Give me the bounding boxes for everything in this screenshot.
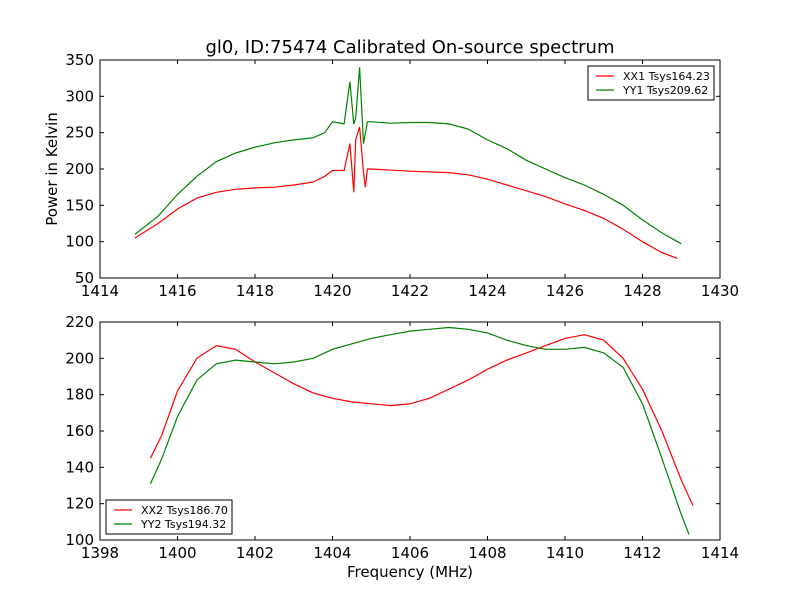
x-tick-label: 1414	[81, 282, 119, 300]
x-axis-label: Frequency (MHz)	[347, 563, 473, 581]
y-tick-label: 200	[65, 160, 94, 178]
bottom-plot: 1398 1400 1402 1404 1406 1408 1410 1412 1414 100 1…	[65, 313, 739, 562]
series-line-yy2	[149, 326, 690, 535]
x-tick-label: 1412	[623, 544, 661, 562]
x-tick-label: 1428	[623, 282, 661, 300]
y-tick-label: 200	[65, 349, 94, 367]
x-tick-label: 1426	[546, 282, 584, 300]
legend-label: XX1 Tsys164.23	[623, 70, 710, 83]
legend-box	[587, 65, 715, 101]
y-tick-label: 180	[65, 386, 94, 404]
x-tick-label: 1430	[701, 282, 739, 300]
y-tick-label: 120	[65, 495, 94, 513]
y-tick-label: 140	[65, 458, 94, 476]
x-tick-label: 1414	[701, 544, 739, 562]
y-tick-label: 220	[65, 313, 94, 331]
x-tick-label: 1410	[546, 544, 584, 562]
y-tick-label: 50	[75, 269, 94, 287]
chart-title: gl0, ID:75474 Calibrated On-source spect…	[205, 37, 614, 58]
x-tick-label: 1400	[158, 544, 196, 562]
x-tick-label: 1406	[391, 544, 429, 562]
x-tick-label: 1418	[236, 282, 274, 300]
y-tick-label: 160	[65, 422, 94, 440]
series-line-yy1	[134, 67, 682, 245]
series-line-xx1	[134, 126, 678, 259]
top-plot: 1414 1416 1418 1420 1422 1424 1426 1428 1430 50 10…	[65, 51, 739, 300]
x-tick-label: 1408	[468, 544, 506, 562]
y-tick-label: 100	[65, 531, 94, 549]
y-axis-label: Power in Kelvin	[43, 112, 61, 226]
x-tick-label: 1422	[391, 282, 429, 300]
y-tick-label: 250	[65, 124, 94, 142]
y-tick-label: 300	[65, 87, 94, 105]
x-tick-label: 1404	[313, 544, 351, 562]
x-tick-label: 1402	[236, 544, 274, 562]
y-tick-label: 350	[65, 51, 94, 69]
legend-box	[105, 499, 233, 535]
y-tick-label: 150	[65, 196, 94, 214]
x-tick-label: 1420	[313, 282, 351, 300]
series-line-xx2	[149, 334, 694, 506]
x-tick-label: 1424	[468, 282, 506, 300]
x-tick-label: 1398	[81, 544, 119, 562]
legend-label: YY1 Tsys209.62	[622, 84, 708, 97]
legend-label: YY2 Tsys194.32	[140, 518, 226, 531]
x-tick-label: 1416	[158, 282, 196, 300]
y-tick-label: 100	[65, 233, 94, 251]
legend-label: XX2 Tsys186.70	[141, 504, 228, 517]
